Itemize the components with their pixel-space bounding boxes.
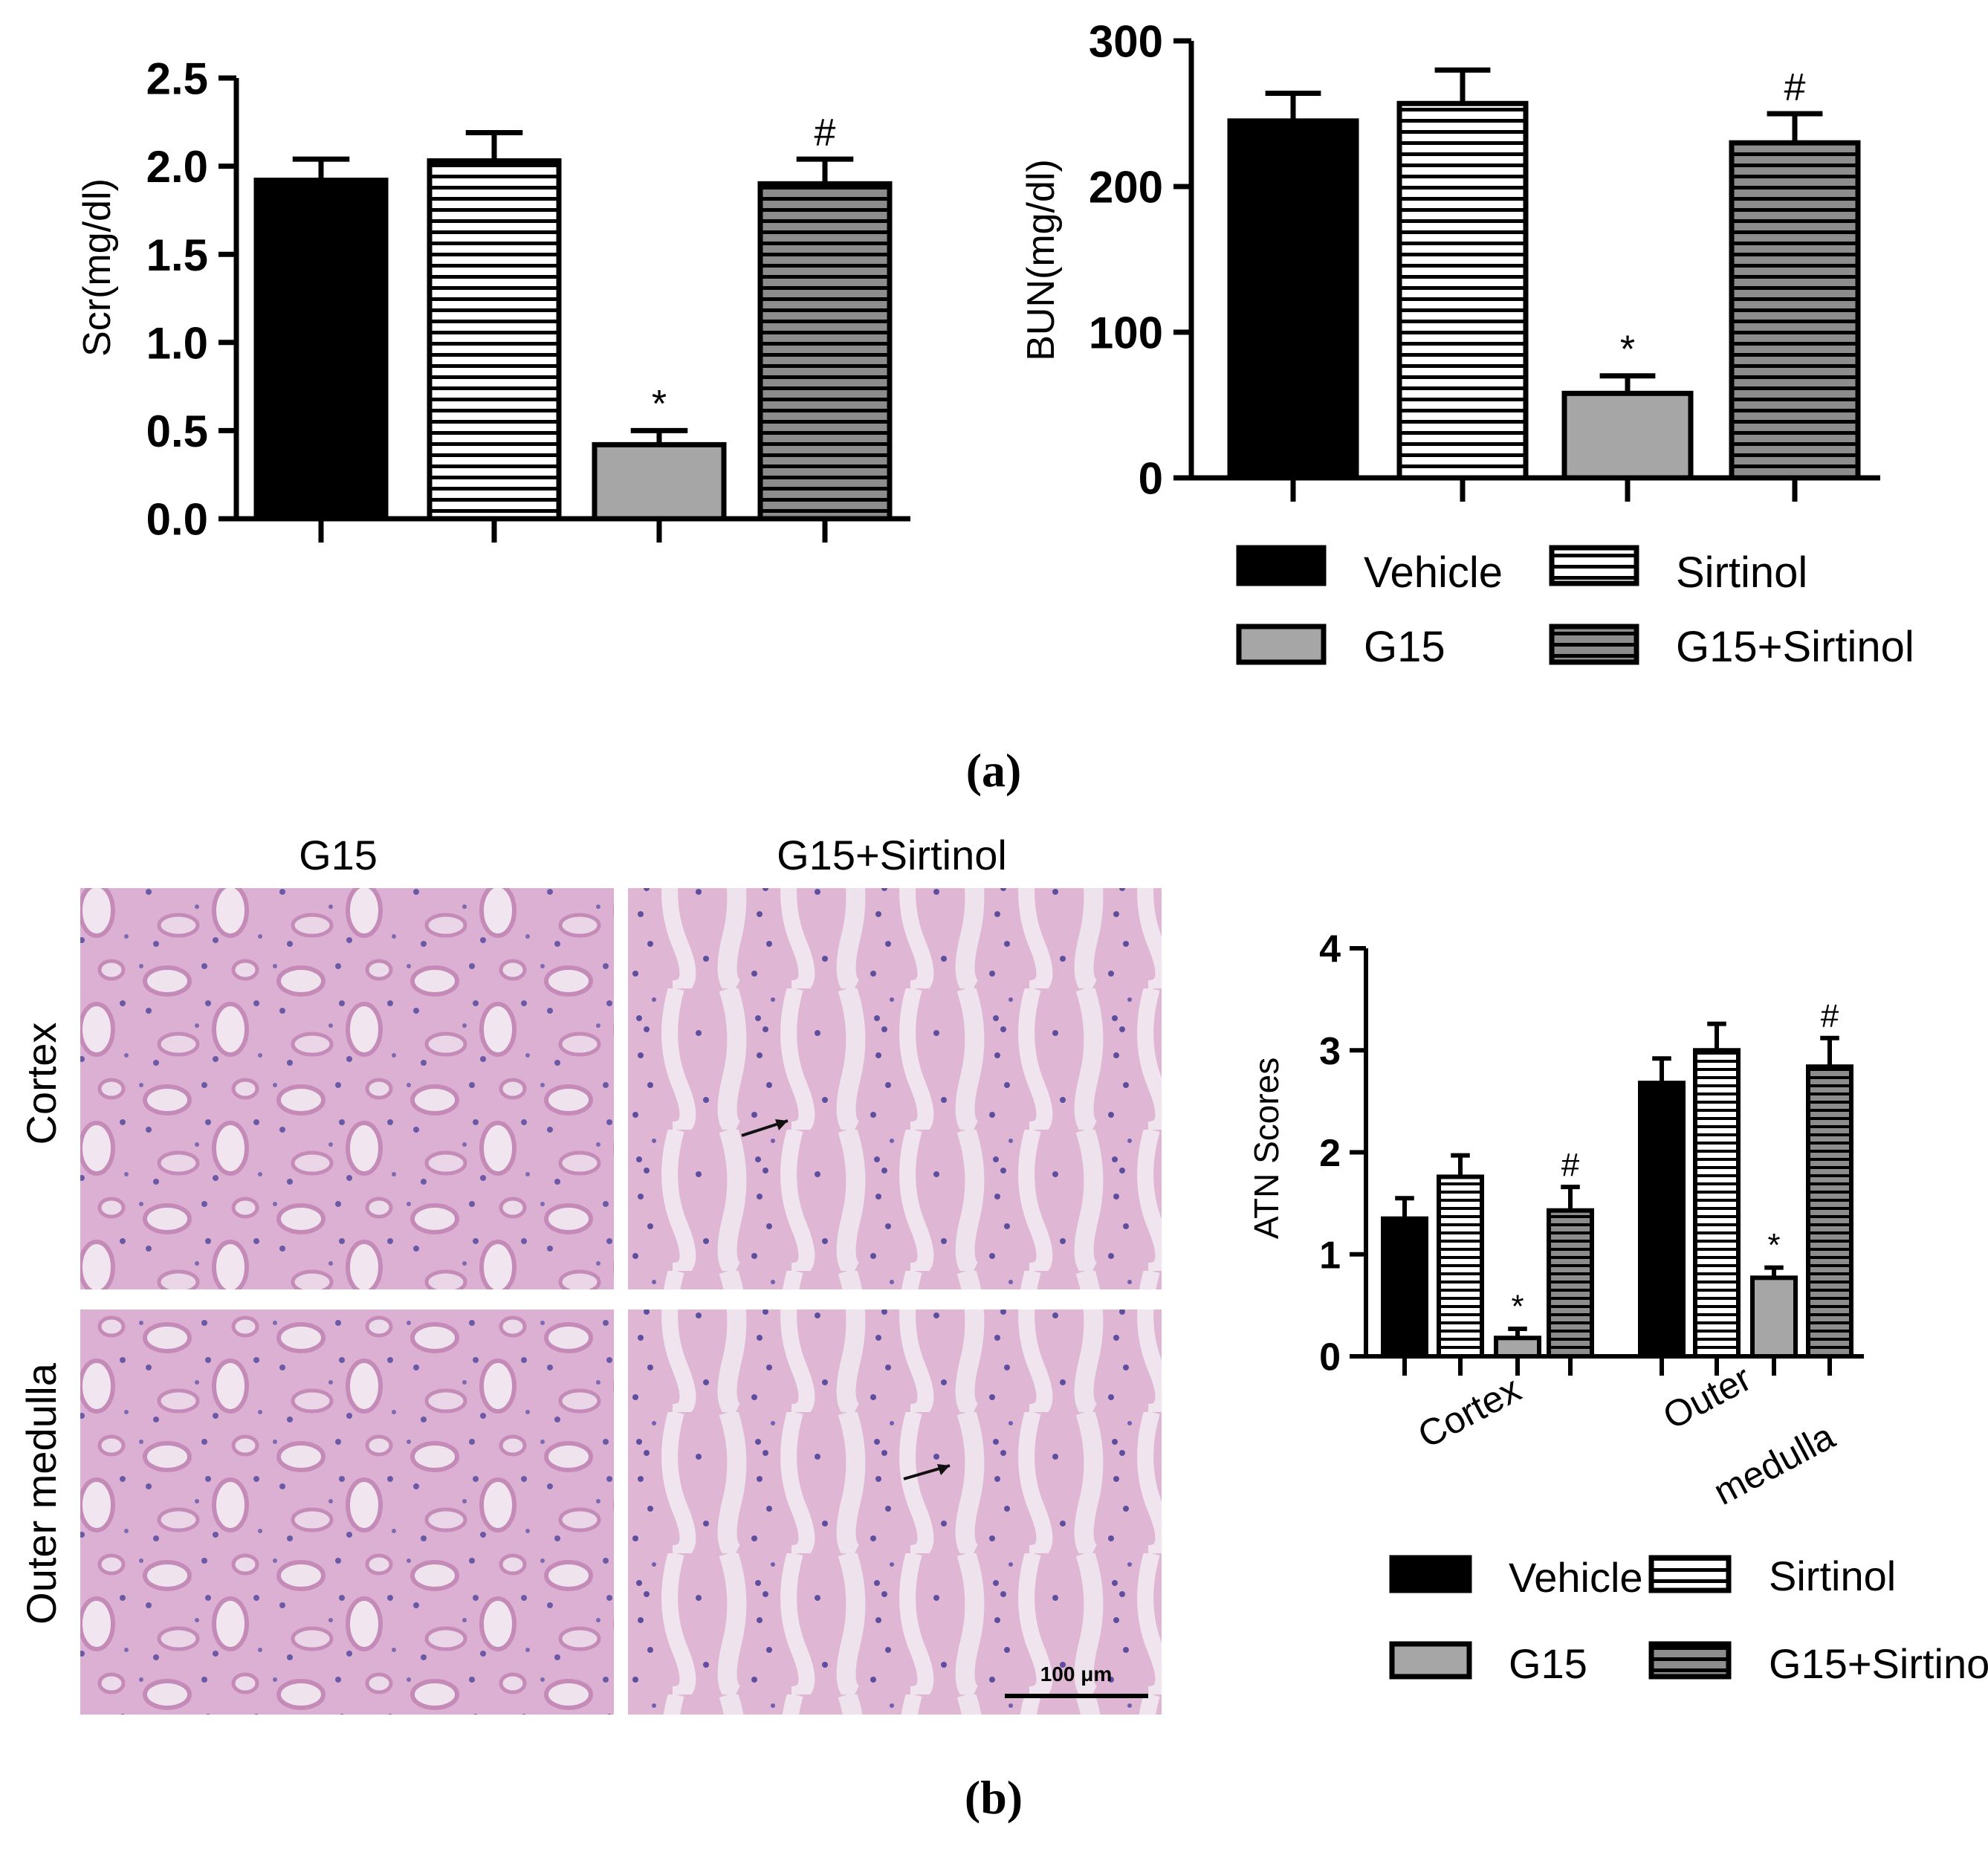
atn-y-axis-label: ATN Scores (1247, 1058, 1286, 1240)
legend-top-label-g15-sirtinol: G15+Sirtinol (1676, 623, 1914, 671)
scr-bars: *# (253, 111, 893, 522)
atn-bar-outer-medulla-g15 (1750, 1275, 1798, 1359)
scr-bar-g15 (592, 441, 727, 522)
scr-y-tick-label: 1.5 (146, 230, 208, 280)
micrograph-g15-sirtinol-cortex (628, 888, 1162, 1289)
atn-bar-cortex-vehicle (1381, 1216, 1428, 1359)
scr-bar-vehicle (253, 178, 389, 522)
legend-top-swatch-g15 (1236, 624, 1327, 665)
atn-annotation-outer-medulla-g15: * (1767, 1227, 1780, 1263)
bun-bar-vehicle (1227, 118, 1359, 481)
micrograph-g15-cortex (80, 888, 614, 1289)
scr-x-axis (236, 516, 910, 543)
legend-top-swatch-sirtinol (1549, 545, 1639, 586)
legend-top-label-vehicle: Vehicle (1364, 548, 1503, 597)
atn-annotation-cortex-g15-sirtinol: # (1561, 1147, 1580, 1183)
scr-y-tick-label: 0.5 (146, 407, 208, 456)
legend-bottom-swatch-vehicle (1389, 1555, 1472, 1593)
micrograph-col-label-g15: G15 (299, 832, 378, 878)
scr-bar-chart: 0.00.51.01.52.02.5 *# Scr(mg/dl) (76, 54, 910, 545)
atn-y-tick-label: 1 (1319, 1234, 1341, 1277)
atn-group-label-cortex: Cortex (1411, 1368, 1527, 1457)
bun-y-tick-label: 300 (1089, 17, 1163, 67)
scr-y-axis-label: Scr(mg/dl) (76, 178, 119, 357)
atn-bar-cortex-g15 (1494, 1336, 1541, 1359)
bun-bar-g15 (1561, 390, 1694, 481)
scr-y-tick-label: 0.0 (146, 495, 208, 545)
legend-bottom-swatch-g15-sirtinol (1648, 1641, 1732, 1680)
scale-bar-label: 100 μm (1040, 1663, 1113, 1686)
atn-bars: * # * # (1381, 997, 1853, 1359)
legend-bottom-label-g15-sirtinol: G15+Sirtinol (1769, 1640, 1988, 1687)
atn-bar-outer-medulla-sirtinol (1693, 1048, 1741, 1359)
micrograph-panel: G15 G15+Sirtinol Cortex Outer medulla 10… (18, 832, 1162, 1715)
scr-y-tick-label: 2.5 (146, 54, 208, 104)
bun-y-axis-label: BUN(mg/dl) (1020, 159, 1063, 361)
legend-bottom-label-vehicle: Vehicle (1509, 1554, 1643, 1601)
panel-label-a: (a) (966, 744, 1022, 797)
bun-y-tick-label: 0 (1139, 454, 1163, 504)
atn-y-tick-label: 2 (1319, 1132, 1341, 1175)
bun-bars: *# (1227, 66, 1861, 481)
bun-bar-sirtinol (1396, 100, 1529, 481)
legend-bottom-label-g15: G15 (1509, 1640, 1587, 1687)
atn-group-label-outer: Outer (1657, 1357, 1758, 1437)
legend-top: Vehicle Sirtinol G15 G15+Sirtinol (1236, 545, 1914, 671)
atn-annotation-outer-medulla-g15-sirtinol: # (1821, 997, 1839, 1034)
atn-bar-cortex-g15-sirtinol (1547, 1208, 1594, 1359)
legend-top-swatch-g15-sirtinol (1549, 624, 1639, 665)
panel-label-b: (b) (965, 1771, 1023, 1824)
legend-bottom: Vehicle Sirtinol G15 G15+Sirtinol (1389, 1553, 1988, 1687)
arrow-marker-outer-medulla (903, 1464, 951, 1480)
scr-y-tick-label: 2.0 (146, 142, 208, 192)
bun-annotation-g15-sirtinol: # (1784, 66, 1806, 109)
legend-top-swatch-vehicle (1236, 545, 1327, 586)
atn-annotation-cortex-g15: * (1511, 1289, 1524, 1325)
bun-y-tick-label: 200 (1089, 163, 1163, 213)
bun-y-tick-label: 100 (1089, 308, 1163, 358)
atn-y-tick-label: 0 (1319, 1336, 1341, 1379)
bun-annotation-g15: * (1620, 328, 1635, 372)
micrograph-g15-outer-medulla (80, 1309, 614, 1715)
atn-y-tick-label: 3 (1319, 1030, 1341, 1073)
legend-bottom-swatch-g15 (1389, 1641, 1472, 1680)
legend-bottom-swatch-sirtinol (1648, 1555, 1732, 1593)
bun-bar-g15-sirtinol (1729, 140, 1861, 481)
scr-annotation-g15-sirtinol: # (815, 111, 836, 155)
micrograph-col-label-g15-sirtinol: G15+Sirtinol (777, 832, 1007, 878)
atn-bar-outer-medulla-vehicle (1638, 1081, 1686, 1359)
micrograph-row-label-outer-medulla: Outer medulla (18, 1362, 65, 1625)
legend-top-label-sirtinol: Sirtinol (1676, 548, 1807, 597)
micrograph-g15-sirtinol-outer-medulla (628, 1309, 1162, 1715)
bun-y-axis: 0 100 200 300 (1089, 17, 1194, 504)
scr-annotation-g15: * (652, 383, 667, 426)
legend-top-label-g15: G15 (1364, 623, 1445, 671)
legend-bottom-label-sirtinol: Sirtinol (1769, 1553, 1896, 1599)
bun-x-axis (1191, 475, 1880, 502)
atn-y-axis: 0 1 2 3 4 (1319, 928, 1368, 1379)
scr-bar-g15-sirtinol (757, 181, 893, 522)
scr-y-axis: 0.0 0.5 1.0 1.5 2.0 2.5 (146, 54, 239, 545)
scr-bar-sirtinol (427, 158, 562, 522)
atn-bar-cortex-sirtinol (1437, 1174, 1484, 1359)
atn-group-label-medulla: medulla (1707, 1415, 1842, 1513)
atn-bar-outer-medulla-g15-sirtinol (1806, 1064, 1853, 1359)
scr-y-tick-label: 1.0 (146, 318, 208, 368)
atn-y-tick-label: 4 (1319, 928, 1341, 971)
micrograph-row-label-cortex: Cortex (18, 1023, 65, 1145)
arrow-marker-cortex (741, 1119, 789, 1137)
